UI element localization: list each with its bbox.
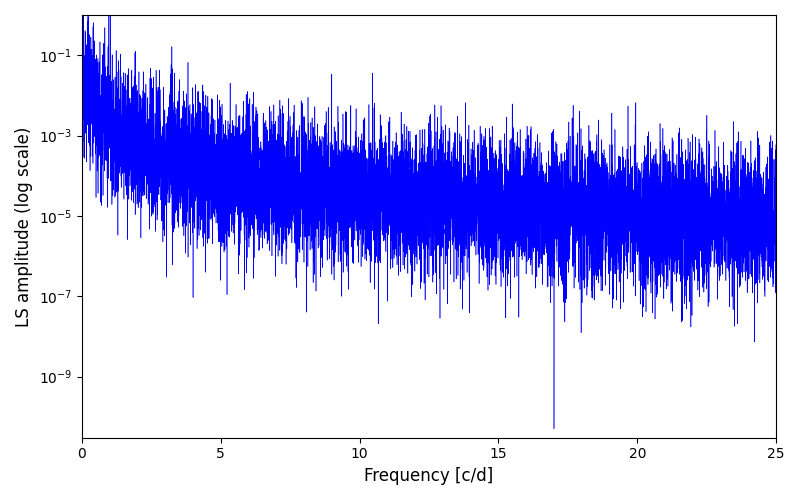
X-axis label: Frequency [c/d]: Frequency [c/d] bbox=[364, 467, 494, 485]
Y-axis label: LS amplitude (log scale): LS amplitude (log scale) bbox=[15, 126, 33, 326]
